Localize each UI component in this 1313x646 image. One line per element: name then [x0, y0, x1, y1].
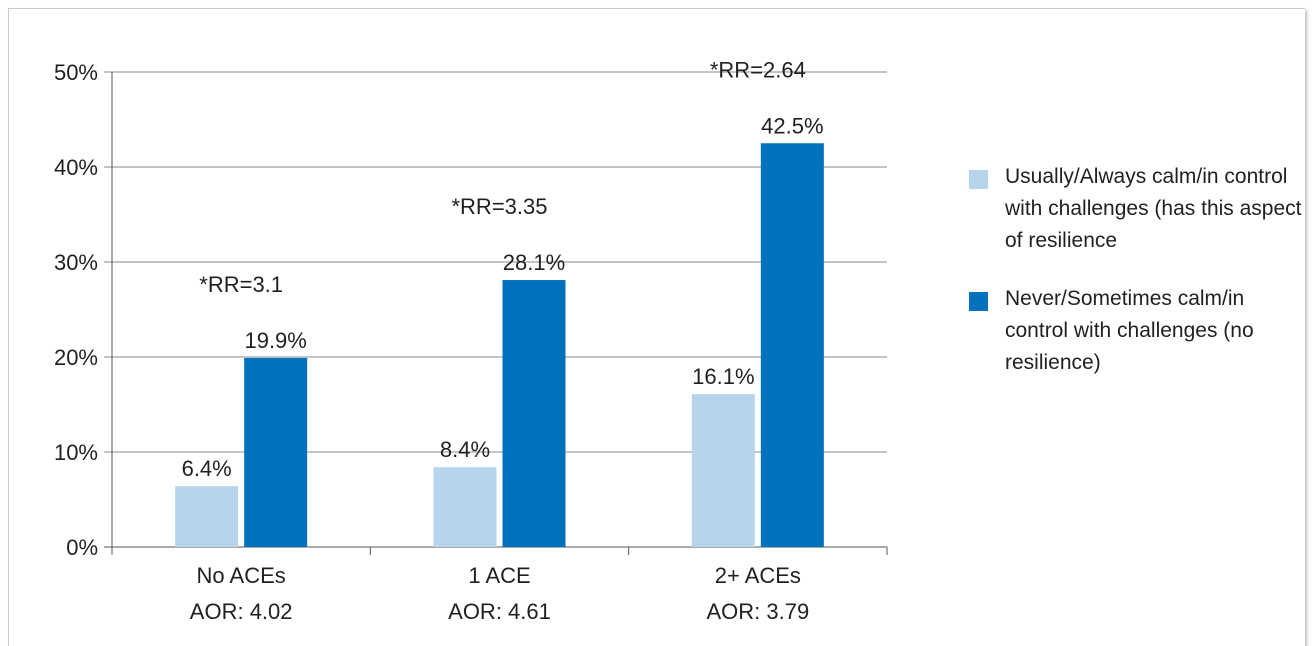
legend-label-resilience: Usually/Always calm/in control with chal… [1005, 165, 1302, 252]
bar [502, 280, 566, 547]
y-tick-label: 20% [54, 345, 98, 370]
x-category-label: No ACEs [197, 563, 286, 588]
x-category-aor: AOR: 4.61 [448, 599, 551, 624]
data-label: 28.1% [503, 250, 565, 275]
bar [760, 143, 824, 547]
bar [691, 394, 755, 547]
rr-annotation: *RR=3.35 [451, 194, 547, 219]
legend-swatch-light [969, 170, 988, 189]
y-tick-label: 30% [54, 250, 98, 275]
bar [433, 467, 497, 547]
legend-item-resilience: Usually/Always calm/in control with chal… [969, 161, 1309, 257]
legend-swatch-dark [969, 292, 988, 311]
data-label: 19.9% [244, 328, 306, 353]
y-tick-label: 50% [54, 60, 98, 85]
y-tick-label: 0% [66, 535, 98, 560]
legend-label-no-resilience: Never/Sometimes calm/in control with cha… [1005, 287, 1254, 374]
data-label: 8.4% [440, 437, 490, 462]
data-label: 42.5% [761, 113, 823, 138]
x-category-label: 1 ACE [468, 563, 530, 588]
bar [175, 486, 239, 547]
x-category-label: 2+ ACEs [715, 563, 801, 588]
data-label: 6.4% [182, 456, 232, 481]
x-category-aor: AOR: 4.02 [190, 599, 293, 624]
chart-frame: 0% 10% 20% 30% 40% 50% 6.4% 19.9% *RR=3.1 No ACEs… [8, 8, 1305, 646]
bar [244, 357, 308, 547]
legend-item-no-resilience: Never/Sometimes calm/in control with cha… [969, 283, 1309, 379]
rr-annotation: *RR=3.1 [199, 272, 283, 297]
rr-annotation: *RR=2.64 [710, 57, 806, 82]
bar-chart: 0% 10% 20% 30% 40% 50% 6.4% 19.9% *RR=3.1 No ACEs… [54, 57, 888, 624]
y-tick-label: 10% [54, 440, 98, 465]
data-label: 16.1% [692, 364, 754, 389]
legend: Usually/Always calm/in control with chal… [969, 161, 1309, 405]
x-category-aor: AOR: 3.79 [706, 599, 809, 624]
y-tick-label: 40% [54, 155, 98, 180]
